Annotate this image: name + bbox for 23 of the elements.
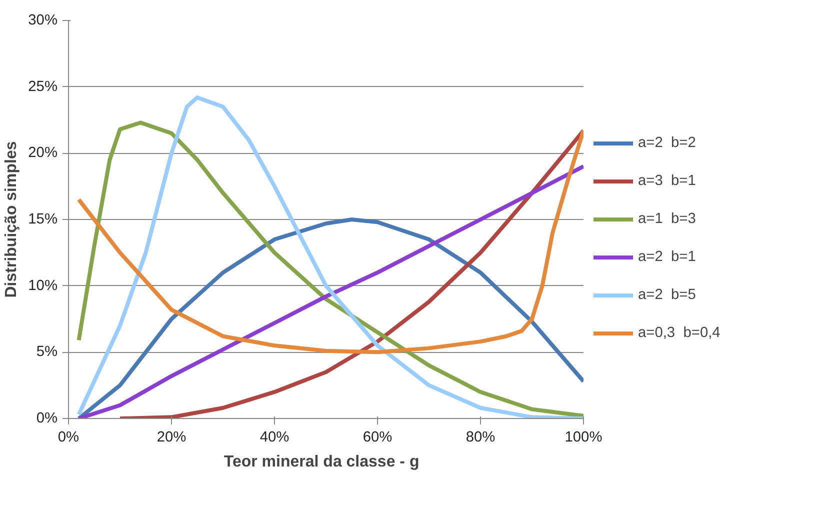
y-tick-label: 20% xyxy=(28,145,58,162)
y-axis-title: Distribuição simples xyxy=(3,141,20,298)
y-tick-label: 5% xyxy=(36,344,58,360)
legend-label: a=2 b=5 xyxy=(638,287,696,303)
x-tick-label: 100% xyxy=(564,430,602,446)
legend-label: a=0,3 b=0,4 xyxy=(638,325,720,341)
x-tick-label: 40% xyxy=(260,430,290,446)
x-axis-title: Teor mineral da classe - g xyxy=(224,454,420,470)
line-series xyxy=(76,128,584,354)
y-tick-label: 25% xyxy=(28,78,58,95)
x-tick-label: 60% xyxy=(362,430,392,446)
legend-label: a=2 b=1 xyxy=(638,249,696,265)
y-tick-label: 0% xyxy=(36,410,58,426)
y-tick-label: 10% xyxy=(28,278,58,294)
y-tick-label: 30% xyxy=(28,12,58,28)
x-tick-label: 20% xyxy=(156,430,186,446)
legend-label: a=2 b=2 xyxy=(638,135,696,151)
x-tick-label: 0% xyxy=(58,430,80,446)
legend-label: a=1 b=3 xyxy=(638,211,696,227)
y-tick-label: 15% xyxy=(28,212,58,228)
line-series xyxy=(76,218,584,418)
legend-label: a=3 b=1 xyxy=(638,173,696,189)
x-tick-label: 80% xyxy=(466,430,496,446)
